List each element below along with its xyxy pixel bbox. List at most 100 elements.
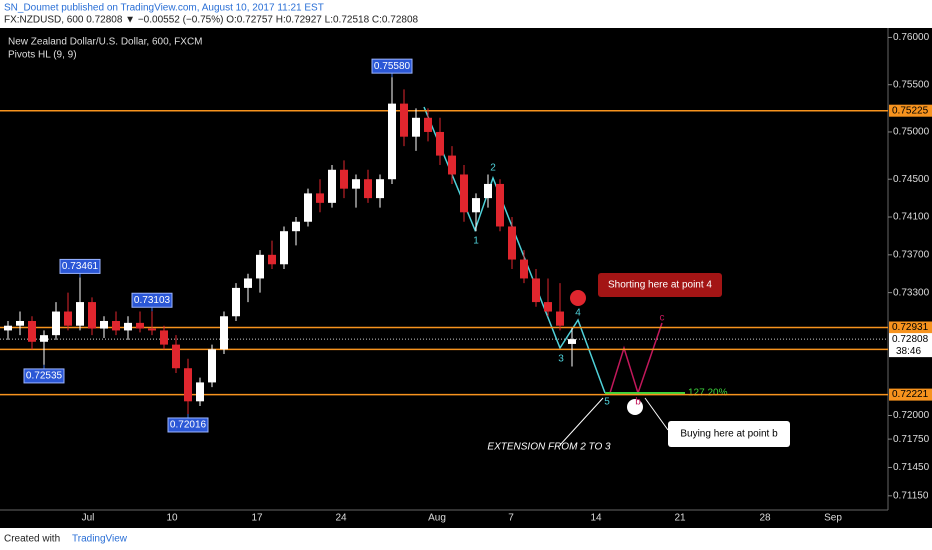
pivot-label: 0.75580 <box>374 61 411 72</box>
candle-body <box>292 221 300 232</box>
x-tick-label: 14 <box>590 513 602 524</box>
publisher: SN_Doumet published on TradingView.com, … <box>4 3 324 14</box>
level-label: 0.75225 <box>892 105 929 116</box>
chart-title: New Zealand Dollar/U.S. Dollar, 600, FXC… <box>8 37 203 48</box>
candle-body <box>196 382 204 402</box>
candle-body <box>472 198 480 213</box>
wave-label: 4 <box>575 308 581 319</box>
pivot-box <box>23 368 65 384</box>
pivot-label: 0.72535 <box>26 371 63 382</box>
candle-body <box>340 169 348 189</box>
pivot-label: 0.72016 <box>170 420 207 431</box>
wave-label: c <box>660 313 665 324</box>
level-tag <box>889 321 932 334</box>
last-price-tag <box>889 333 932 358</box>
candle-body <box>148 328 156 331</box>
candle-body <box>28 320 36 342</box>
candle-body <box>268 254 276 265</box>
pivot-box <box>167 417 209 433</box>
candle-body <box>424 117 432 132</box>
correction-path <box>609 322 663 396</box>
buy-icon <box>627 399 643 415</box>
short-text: Shorting here at point 4 <box>608 280 712 291</box>
y-tick-label: 0.74100 <box>893 212 930 223</box>
candle-body <box>568 339 576 344</box>
candle-body <box>364 179 372 199</box>
candle-body <box>220 316 228 350</box>
short-icon <box>570 290 586 306</box>
candle-body <box>280 231 288 265</box>
candle-body <box>460 174 468 213</box>
short-box <box>598 273 722 297</box>
x-tick-label: 24 <box>335 513 347 524</box>
pivot-label: 0.73461 <box>62 261 99 272</box>
pivot-box <box>59 258 101 274</box>
candle-body <box>64 311 72 326</box>
symbol-line: FX:NZDUSD, 600 0.72808 ▼ −0.00552 (−0.75… <box>4 15 419 26</box>
candle-body <box>484 183 492 199</box>
candle-body <box>256 254 264 279</box>
footer-text: Created with <box>4 534 60 545</box>
level-label: 0.72931 <box>892 322 929 333</box>
countdown: 38:46 <box>896 346 921 357</box>
candle-body <box>316 193 324 203</box>
footer-brand: TradingView <box>72 534 128 545</box>
candle-body <box>376 179 384 199</box>
y-tick-label: 0.75500 <box>893 79 930 90</box>
time-axis-bg <box>0 510 932 528</box>
indicator: Pivots HL (9, 9) <box>8 50 77 61</box>
candle-body <box>496 183 504 227</box>
wave-label: 1 <box>473 236 479 247</box>
candle-body <box>400 103 408 137</box>
candle-body <box>556 311 564 326</box>
x-tick-label: 21 <box>674 513 686 524</box>
level-tag <box>889 104 932 117</box>
candle-body <box>208 349 216 383</box>
candle-body <box>4 325 12 331</box>
level-tag <box>889 388 932 401</box>
fib-text: 127.20% <box>688 388 728 399</box>
candle-body <box>124 322 132 331</box>
x-tick-label: Aug <box>428 513 446 524</box>
buy-box <box>668 421 790 447</box>
candle-body <box>136 322 144 329</box>
y-tick-label: 0.72000 <box>893 410 930 421</box>
y-tick-label: 0.73700 <box>893 249 930 260</box>
candle-body <box>304 193 312 222</box>
wave-label: b <box>635 397 641 408</box>
candle-body <box>112 320 120 331</box>
candle-body <box>520 259 528 279</box>
candle-body <box>76 302 84 326</box>
candle-body <box>16 320 24 326</box>
wave-label: 2 <box>490 163 496 174</box>
pivot-box <box>371 58 413 74</box>
candle-body <box>508 226 516 260</box>
wave-label: 3 <box>558 354 564 365</box>
candle-body <box>448 155 456 175</box>
arrow <box>559 397 604 446</box>
candle-body <box>88 302 96 329</box>
candle-body <box>232 287 240 317</box>
x-tick-label: 17 <box>251 513 263 524</box>
pivot-label: 0.73103 <box>134 295 171 306</box>
extension-text: EXTENSION FROM 2 TO 3 <box>487 442 611 453</box>
x-tick-label: 28 <box>759 513 771 524</box>
x-tick-label: Sep <box>824 513 842 524</box>
candle-body <box>40 335 48 342</box>
buy-text: Buying here at point b <box>680 429 778 440</box>
candle-body <box>52 311 60 336</box>
candle-body <box>328 169 336 203</box>
last-price-label: 0.72808 <box>892 334 929 345</box>
x-tick-label: 7 <box>508 513 514 524</box>
y-tick-label: 0.76000 <box>893 32 930 43</box>
candle-body <box>172 344 180 369</box>
candle-body <box>436 131 444 156</box>
candle-body <box>244 278 252 288</box>
level-label: 0.72221 <box>892 389 929 400</box>
x-tick-label: 10 <box>166 513 178 524</box>
candle-body <box>100 320 108 329</box>
candle-body <box>412 117 420 137</box>
y-tick-label: 0.71750 <box>893 434 930 445</box>
x-tick-label: Jul <box>82 513 95 524</box>
